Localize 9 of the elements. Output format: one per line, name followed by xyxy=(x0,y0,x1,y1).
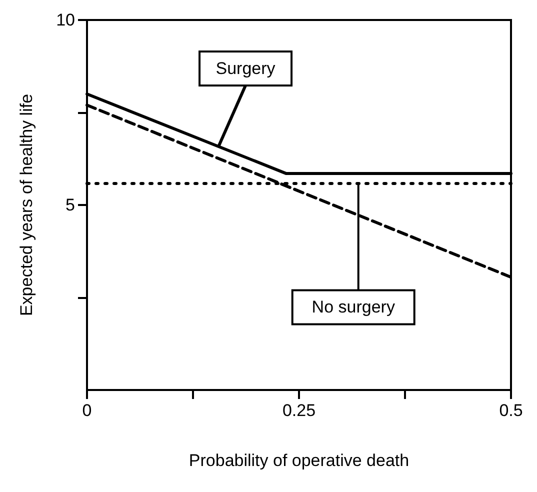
x-tick-label: 0.25 xyxy=(282,401,316,420)
x-tick-label: 0.5 xyxy=(499,401,523,420)
x-tick-label: 0 xyxy=(82,401,92,420)
text: Surgery xyxy=(216,59,276,78)
y-tick-label: 10 xyxy=(56,10,75,30)
text: No surgery xyxy=(312,298,396,317)
y-tick-label: 5 xyxy=(66,196,75,214)
x-axis-title: Probability of operative death xyxy=(188,451,410,470)
y-axis-title: Expected years of healthy life xyxy=(17,94,36,316)
